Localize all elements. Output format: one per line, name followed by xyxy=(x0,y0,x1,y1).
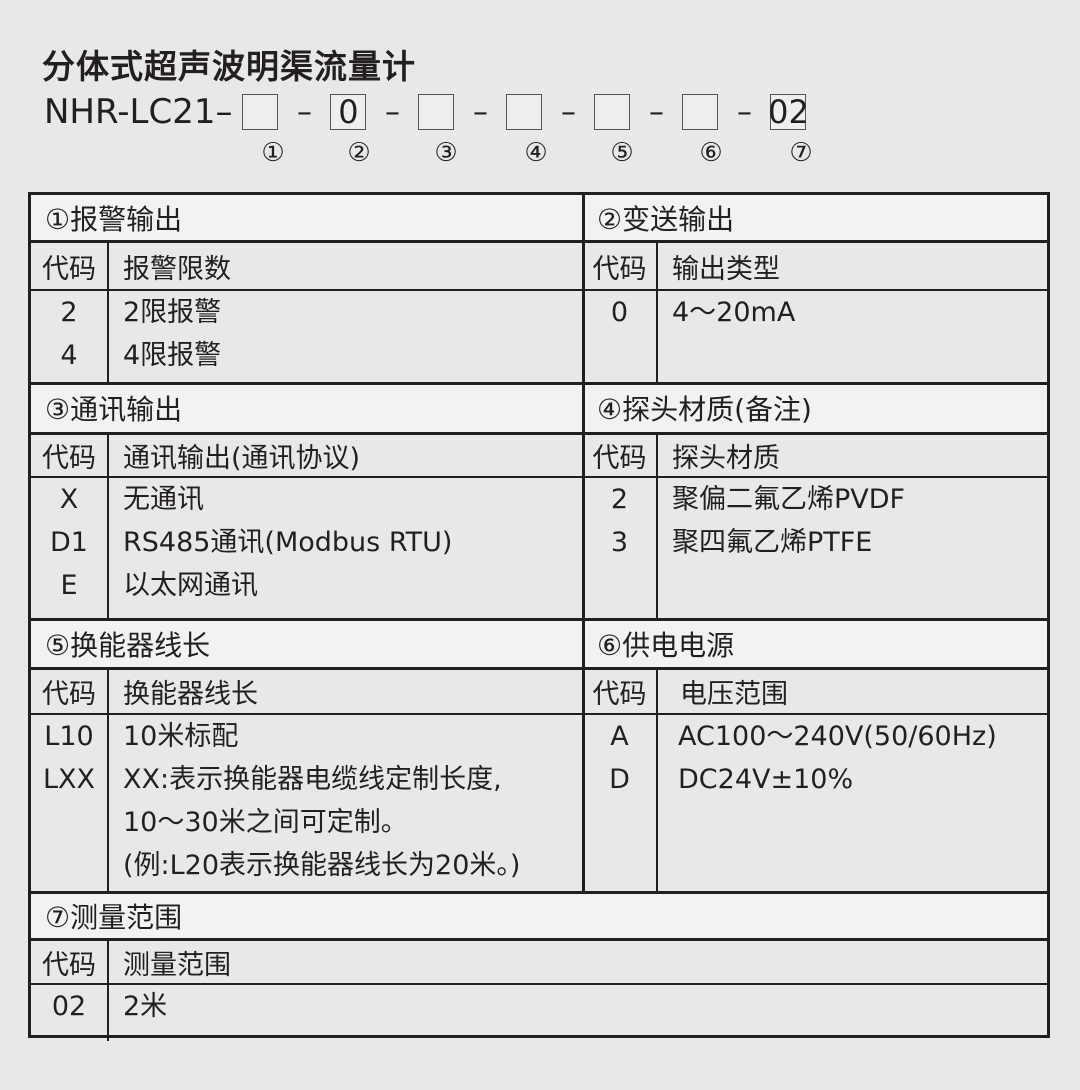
row-code: X xyxy=(59,484,79,515)
section-title: ①报警输出 xyxy=(31,195,583,243)
row-code: 02 xyxy=(51,991,87,1022)
row-description: DC24V±10% xyxy=(678,764,854,795)
row-code: 3 xyxy=(610,527,629,558)
slot-number: ③ xyxy=(434,138,458,168)
column-divider xyxy=(582,195,585,893)
code-header: 代码 xyxy=(583,670,658,713)
section-title: ⑦测量范围 xyxy=(31,893,1047,941)
desc-header: 通讯输出(通讯协议) xyxy=(123,443,361,474)
column-header-row: 代码 探头材质 xyxy=(583,435,1047,478)
row-code: D1 xyxy=(50,527,88,558)
code-header: 代码 xyxy=(583,243,658,289)
row-divider xyxy=(31,618,1047,621)
model-slot-7: 02 xyxy=(768,93,809,131)
model-separator: – xyxy=(560,94,576,130)
selection-table: ①报警输出 代码 报警限数 2 4 2限报警 4限报警 ②变送输出 代码 输出类型 0 4～20mA ③… xyxy=(28,192,1050,1041)
page-title: 分体式超声波明渠流量计 xyxy=(42,47,416,86)
model-separator: – xyxy=(648,94,664,130)
model-slot-5 xyxy=(594,94,631,130)
model-slot-4 xyxy=(506,94,543,130)
row-description: 10～30米之间可定制。 xyxy=(123,807,408,838)
row-description: XX:表示换能器电缆线定制长度, xyxy=(123,764,502,795)
section-2: ②变送输出 代码 输出类型 0 4～20mA xyxy=(583,195,1047,384)
section-title: ②变送输出 xyxy=(583,195,1047,243)
model-slot-6 xyxy=(682,94,719,130)
row-description: (例:L20表示换能器线长为20米。) xyxy=(123,850,521,881)
desc-header: 探头材质 xyxy=(672,443,780,474)
row-description: 2限报警 xyxy=(123,297,222,328)
row-description: 2米 xyxy=(123,991,168,1022)
row-divider xyxy=(31,382,1047,385)
section-title: ⑤换能器线长 xyxy=(31,620,583,670)
section-title: ④探头材质(备注) xyxy=(583,384,1047,435)
row-divider xyxy=(31,891,1047,894)
row-description: RS485通讯(Modbus RTU) xyxy=(123,527,453,558)
section-3: ③通讯输出 代码 通讯输出(通讯协议) X D1 E 无通讯 RS485通讯(Modbus R… xyxy=(31,384,583,620)
row-code: A xyxy=(610,721,629,752)
row-code: LXX xyxy=(42,764,96,795)
row-description: AC100～240V(50/60Hz) xyxy=(678,721,997,752)
code-header: 代码 xyxy=(31,243,109,289)
model-separator: – xyxy=(736,94,752,130)
column-header-row: 代码 电压范围 xyxy=(583,670,1047,715)
row-description: 4限报警 xyxy=(123,340,222,371)
model-separator: – xyxy=(384,94,400,130)
row-description: 以太网通讯 xyxy=(123,570,258,601)
section-6: ⑥供电电源 代码 电压范围 A D AC100～240V(50/60Hz) DC24V±10… xyxy=(583,620,1047,893)
slot-number: ① xyxy=(261,138,285,168)
model-prefix: NHR-LC21– xyxy=(44,92,233,132)
model-code: NHR-LC21– –0– – – – –02 xyxy=(44,88,809,136)
section-4: ④探头材质(备注) 代码 探头材质 2 3 聚偏二氟乙烯PVDF 聚四氟乙烯PTFE xyxy=(583,384,1047,620)
slot-number: ⑦ xyxy=(789,138,813,168)
code-header: 代码 xyxy=(31,941,109,983)
desc-header: 换能器线长 xyxy=(123,679,258,710)
desc-header: 输出类型 xyxy=(672,253,780,285)
model-slot-2: 0 xyxy=(330,94,367,130)
row-description: 10米标配 xyxy=(123,721,239,752)
desc-header: 测量范围 xyxy=(123,949,231,981)
desc-header: 电压范围 xyxy=(680,679,788,710)
code-header: 代码 xyxy=(31,670,109,713)
row-code: L10 xyxy=(44,721,94,752)
row-description: 4～20mA xyxy=(672,297,796,328)
slot-number: ④ xyxy=(524,138,548,168)
row-code: D xyxy=(609,764,630,795)
model-slot-3 xyxy=(418,94,455,130)
code-header: 代码 xyxy=(583,435,658,476)
row-code: 2 xyxy=(60,297,78,328)
row-code: E xyxy=(60,570,78,601)
row-code: 0 xyxy=(610,297,629,328)
section-7: ⑦测量范围 代码 测量范围 02 2米 xyxy=(31,893,1047,1041)
row-code: 2 xyxy=(610,484,629,515)
row-description: 聚偏二氟乙烯PVDF xyxy=(672,484,906,515)
code-header: 代码 xyxy=(31,435,109,476)
slot-number: ⑤ xyxy=(610,138,634,168)
section-title: ③通讯输出 xyxy=(31,384,583,435)
section-1: ①报警输出 代码 报警限数 2 4 2限报警 4限报警 xyxy=(31,195,583,384)
column-header-row: 代码 输出类型 xyxy=(583,243,1047,291)
slot-number: ② xyxy=(347,138,371,168)
column-header-row: 代码 测量范围 xyxy=(31,941,1047,985)
section-5: ⑤换能器线长 代码 换能器线长 L10 LXX 10米标配 XX:表示换能器电缆线定制长度,… xyxy=(31,620,583,893)
model-separator: – xyxy=(296,94,312,130)
column-header-row: 代码 通讯输出(通讯协议) xyxy=(31,435,583,478)
model-separator: – xyxy=(472,94,488,130)
row-code: 4 xyxy=(60,340,78,371)
row-description: 聚四氟乙烯PTFE xyxy=(672,527,873,558)
section-title: ⑥供电电源 xyxy=(583,620,1047,670)
desc-header: 报警限数 xyxy=(123,253,231,285)
row-description: 无通讯 xyxy=(123,484,204,515)
column-header-row: 代码 报警限数 xyxy=(31,243,583,291)
slot-number: ⑥ xyxy=(699,138,723,168)
model-slot-1 xyxy=(242,94,279,130)
column-header-row: 代码 换能器线长 xyxy=(31,670,583,715)
